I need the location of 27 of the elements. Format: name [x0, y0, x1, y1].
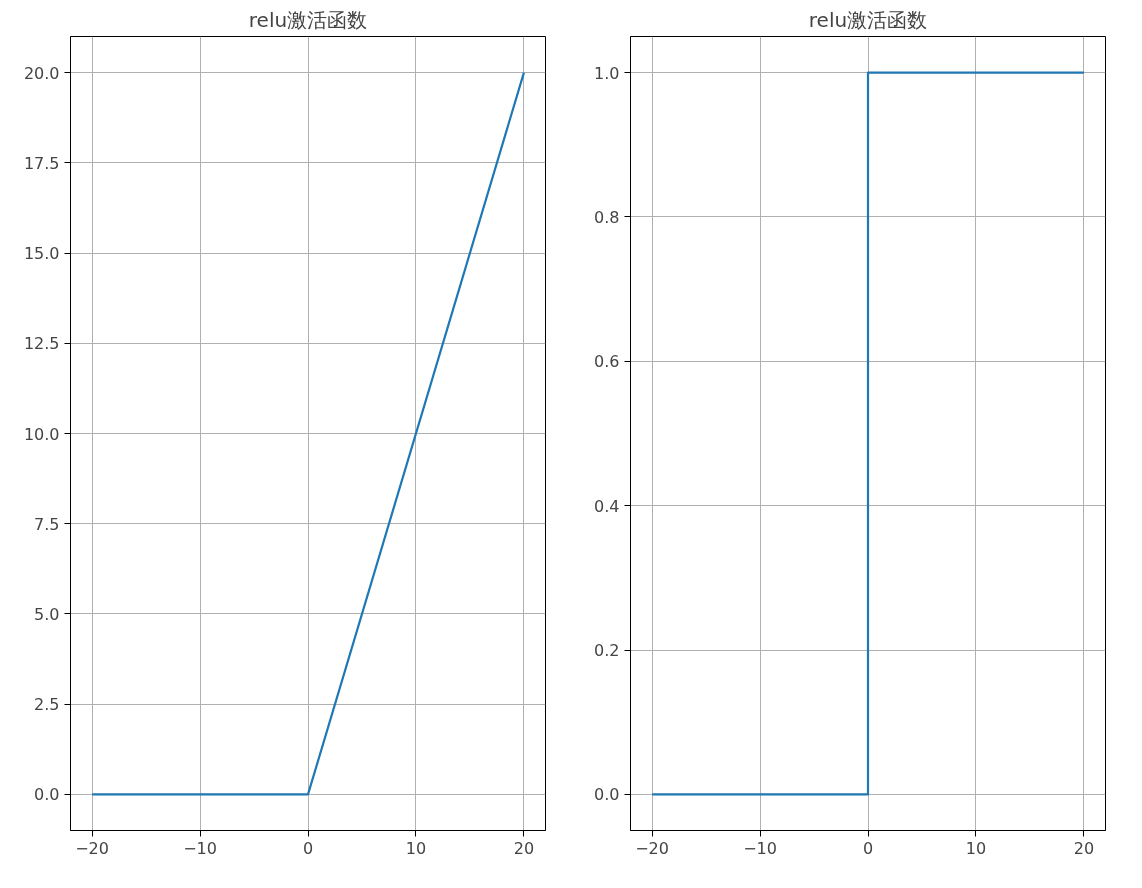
y-tick-label: 0.6 — [594, 352, 620, 372]
x-tick-label: 10 — [405, 838, 427, 858]
x-tick-label: 20 — [513, 838, 535, 858]
x-tick-label: −10 — [183, 838, 217, 858]
x-tick-label: 0 — [302, 838, 314, 858]
chart-title: relu激活函数 — [248, 7, 368, 32]
y-tick-label: 0.2 — [594, 641, 620, 661]
x-tick-label: −10 — [743, 838, 777, 858]
y-tick-label: 15.0 — [23, 244, 60, 264]
y-tick-label: 0.0 — [594, 785, 620, 805]
y-tick-label: 5.0 — [34, 604, 60, 624]
y-tick-label: 1.0 — [594, 63, 620, 83]
x-tick-label: 0 — [862, 838, 874, 858]
y-tick-label: 2.5 — [34, 695, 60, 715]
y-tick-label: 12.5 — [23, 334, 60, 354]
x-tick-label: −20 — [75, 838, 109, 858]
y-tick-label: 17.5 — [23, 153, 60, 173]
x-tick-label: 10 — [965, 838, 987, 858]
y-tick-label: 7.5 — [34, 514, 60, 534]
y-tick-label: 20.0 — [23, 63, 60, 83]
y-tick-label: 0.0 — [34, 785, 60, 805]
y-tick-label: 0.8 — [594, 207, 620, 227]
chart-title: relu激活函数 — [808, 7, 928, 32]
y-tick-label: 10.0 — [23, 424, 60, 444]
x-tick-label: −20 — [635, 838, 669, 858]
y-tick-label: 0.4 — [594, 496, 620, 516]
x-tick-label: 20 — [1073, 838, 1095, 858]
